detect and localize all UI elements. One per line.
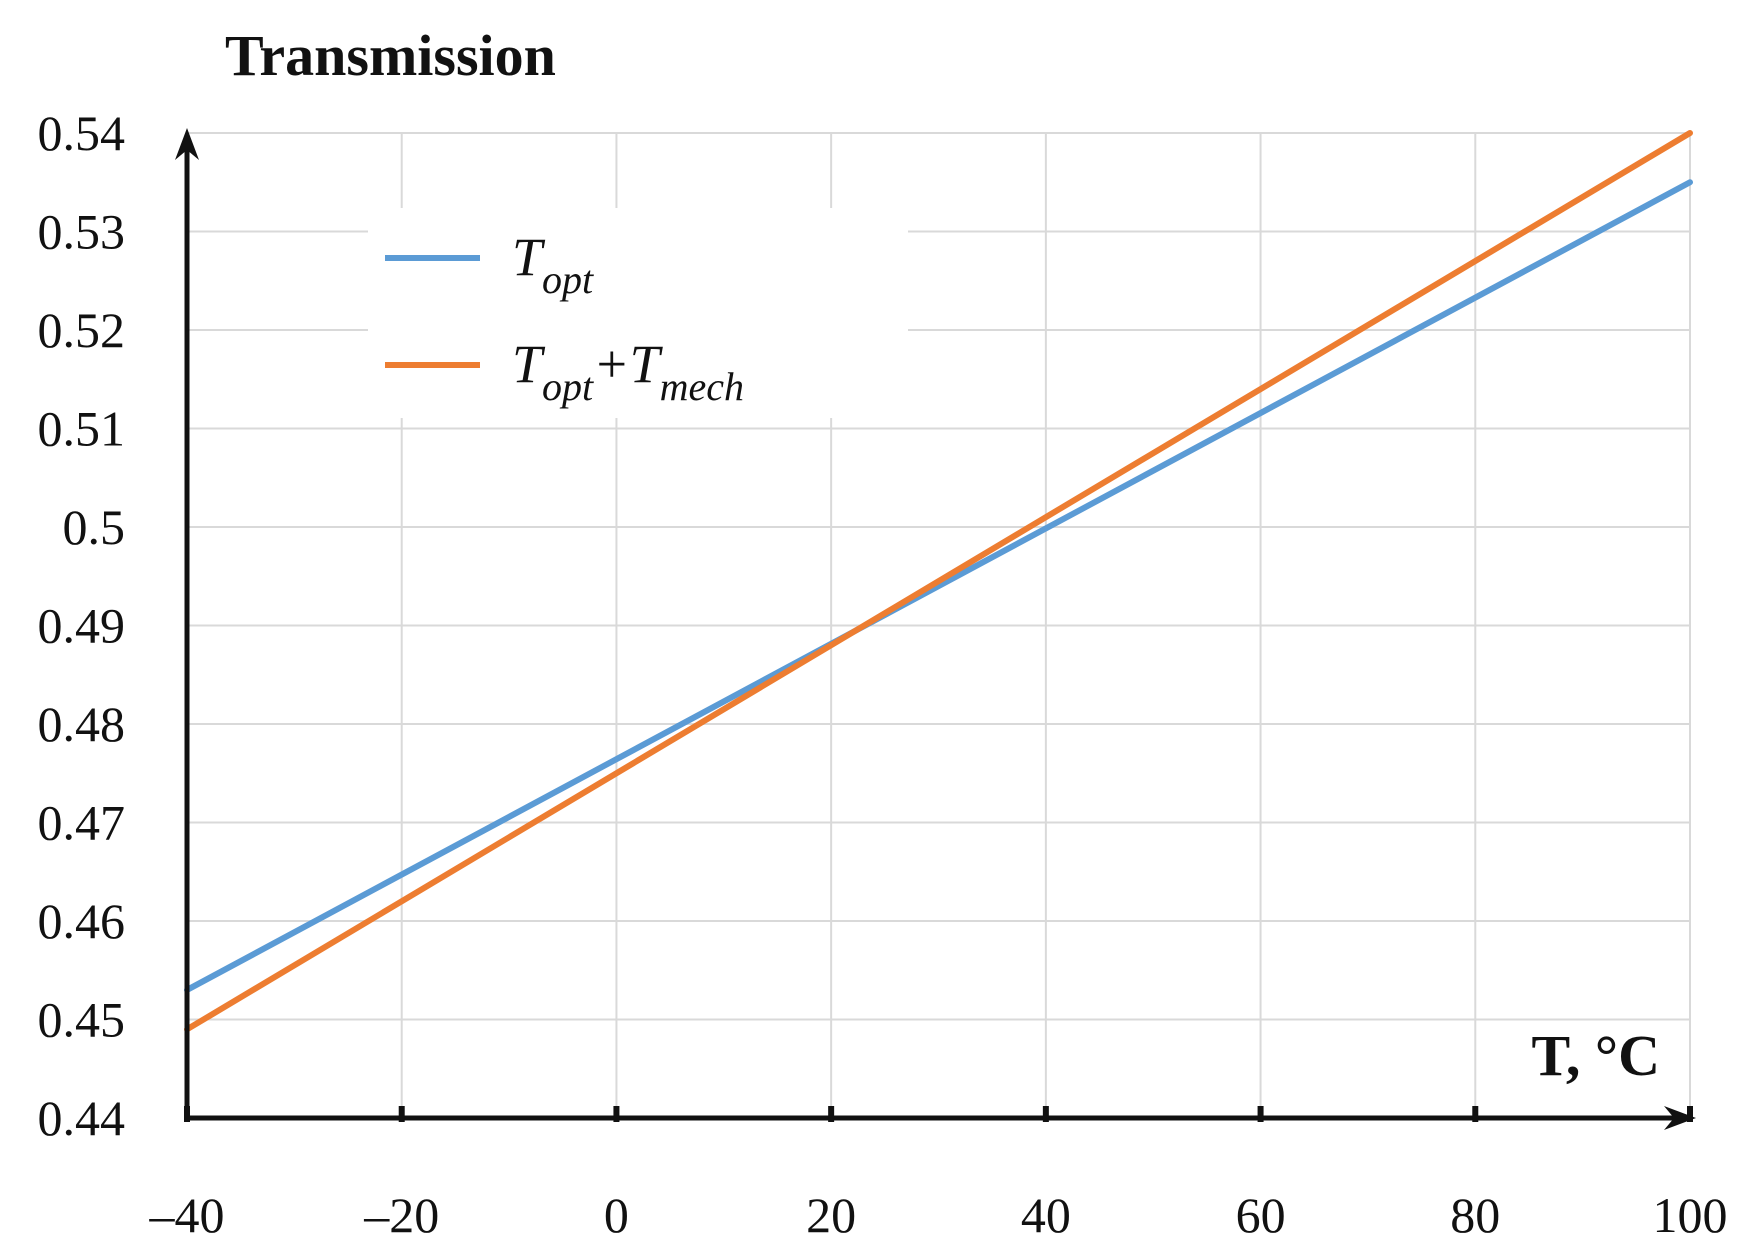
- y-tick-label: 0.49: [38, 598, 126, 654]
- y-tick-label: 0.53: [38, 204, 126, 260]
- x-tick-label: 20: [806, 1187, 856, 1243]
- x-tick-label: 100: [1653, 1187, 1728, 1243]
- x-axis-title: T, °C: [1532, 1023, 1660, 1088]
- y-axis-title: Transmission: [225, 23, 556, 88]
- x-tick-label: –40: [149, 1187, 225, 1243]
- y-tick-label: 0.54: [38, 105, 126, 161]
- legend: Topt Topt+Tmech: [368, 208, 908, 418]
- grid: [187, 132, 1691, 1118]
- y-tick-label: 0.46: [38, 893, 126, 949]
- legend-label-topt-tmech: Topt+Tmech: [512, 334, 744, 409]
- x-tick-label: –20: [363, 1187, 439, 1243]
- x-axis-arrow: [1664, 1106, 1696, 1130]
- series-line-topt: [184, 179, 1693, 993]
- y-tick-label: 0.5: [63, 499, 126, 555]
- x-tick-label: 0: [604, 1187, 629, 1243]
- y-tick-label: 0.51: [38, 401, 126, 457]
- axes: [175, 128, 1696, 1130]
- y-tick-label: 0.45: [38, 992, 126, 1048]
- y-axis-arrow: [175, 128, 199, 160]
- x-tick-label: 40: [1021, 1187, 1071, 1243]
- x-tick-label: 80: [1450, 1187, 1500, 1243]
- y-tick-label: 0.48: [38, 696, 126, 752]
- legend-background: [368, 208, 908, 418]
- series-lines: [184, 130, 1693, 1033]
- x-tick-label: 60: [1236, 1187, 1286, 1243]
- y-tick-label: 0.47: [38, 795, 126, 851]
- y-tick-label: 0.52: [38, 302, 126, 358]
- legend-label-topt: Topt: [512, 227, 594, 302]
- y-tick-label: 0.44: [38, 1090, 126, 1146]
- series-line-topt-tmech: [184, 130, 1693, 1033]
- tick-labels: –40 –20 0 20 40 60 80 100 0.44 0.45 0.46 0.47 0.48 0.…: [38, 105, 1728, 1243]
